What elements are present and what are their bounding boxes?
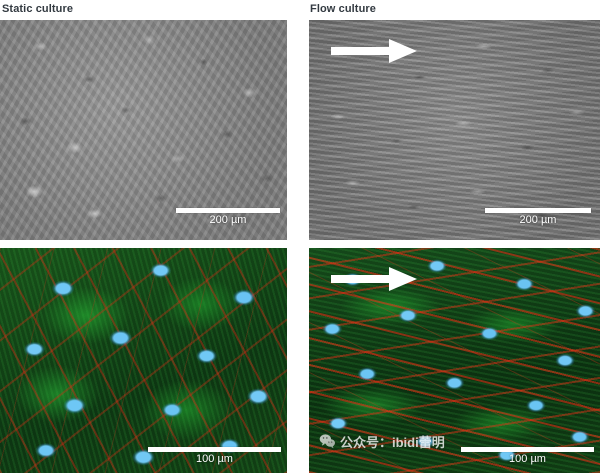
scalebar-line [148,447,281,452]
column-spacer-top [287,20,309,240]
scalebar-line [176,208,280,213]
header-gap [287,0,309,18]
panel-static-fluorescence: 100 µm [0,248,287,473]
scalebar-static-fluorescence: 100 µm [148,447,281,465]
column-spacer-bottom [287,248,309,473]
scalebar-label: 200 µm [209,214,247,226]
watermark-text: 公众号：ibidi蕾明 [340,435,445,450]
wechat-icon [319,434,336,449]
scalebar-label: 200 µm [519,214,557,226]
flow-direction-arrow-icon [331,39,417,63]
scalebar-line [485,208,591,213]
scalebar-label: 100 µm [509,453,546,465]
panel-grid: 200 µm 200 µm 100 µm [0,20,600,473]
column-header-flow: Flow culture [310,3,376,15]
flow-direction-arrow-icon [331,267,417,291]
row-spacer-right [309,240,600,248]
row-spacer-left [0,240,287,248]
scalebar-line [461,447,594,452]
panel-flow-fluorescence: 公众号：ibidi蕾明 100 µm [309,248,600,473]
column-headers: Static culture Flow culture [0,0,600,18]
panel-static-phase: 200 µm [0,20,287,240]
scalebar-static-phase: 200 µm [176,208,280,226]
column-header-static: Static culture [2,3,74,15]
watermark: 公众号：ibidi蕾明 [319,432,445,451]
scalebar-flow-fluorescence: 100 µm [461,447,594,465]
scalebar-label: 100 µm [196,453,233,465]
panel-flow-phase: 200 µm [309,20,600,240]
scalebar-flow-phase: 200 µm [485,208,591,226]
row-spacer-middle [287,240,309,248]
